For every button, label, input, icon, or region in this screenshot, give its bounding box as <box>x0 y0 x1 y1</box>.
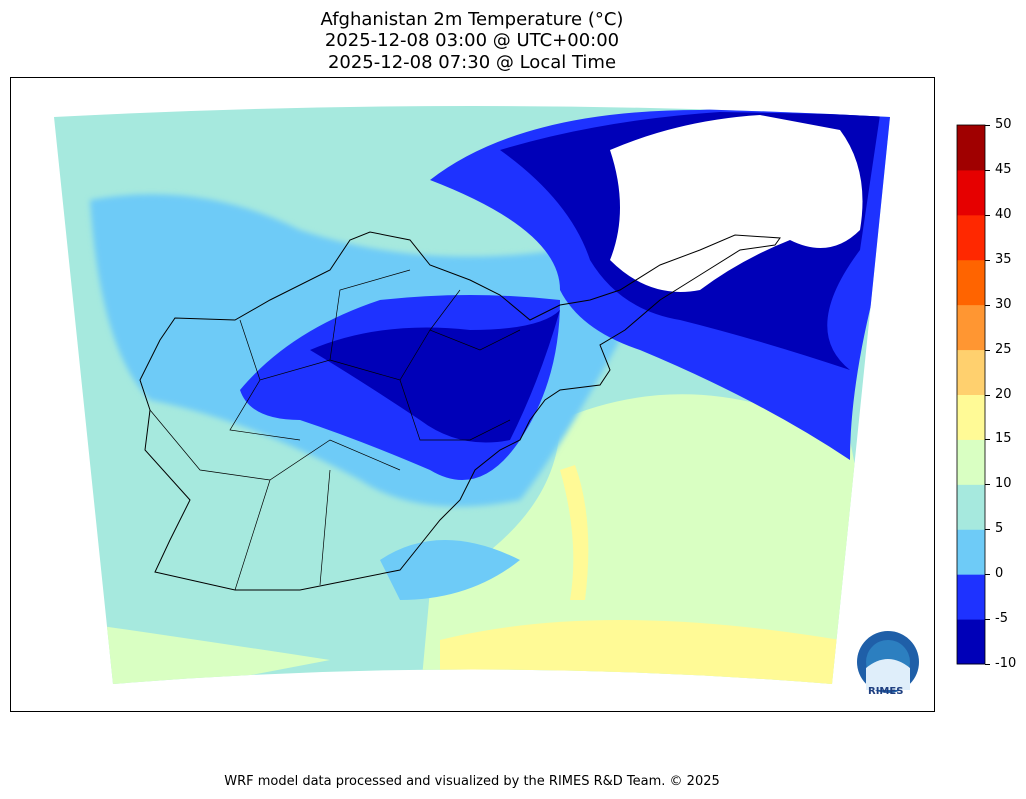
colorbar-tick <box>985 619 990 621</box>
colorbar-tick-label: 35 <box>995 251 1012 267</box>
colorbar-tick-label: 10 <box>995 476 1012 492</box>
colorbar-tick-label: -10 <box>995 656 1017 671</box>
colorbar-bin <box>957 125 985 171</box>
colorbar-bin <box>957 574 985 620</box>
colorbar-tick-label: 30 <box>995 296 1012 312</box>
colorbar-tick <box>985 439 990 441</box>
colorbar-bin <box>957 529 985 575</box>
colorbar-bin <box>957 439 985 485</box>
colorbar-tick-label: 50 <box>995 117 1012 132</box>
colorbar-bin <box>957 304 985 351</box>
temperature-field <box>54 106 890 684</box>
colorbar-tick-label: 20 <box>995 386 1012 402</box>
colorbar-tick-label: 40 <box>995 206 1012 222</box>
colorbar-tick <box>985 529 990 531</box>
colorbar-tick-label: 45 <box>995 161 1012 177</box>
colorbar-tick <box>985 125 990 126</box>
colorbar-tick <box>985 394 990 396</box>
title-line-2: 2025-12-08 03:00 @ UTC+00:00 <box>324 30 620 51</box>
title-line-3: 2025-12-08 07:30 @ Local Time <box>327 52 617 73</box>
colorbar-bin <box>957 259 985 306</box>
title-line-1: Afghanistan 2m Temperature (°C) <box>320 9 624 30</box>
colorbar-tick <box>985 484 990 486</box>
afghanistan-border <box>139 231 781 591</box>
colorbar-tick-label: 15 <box>995 431 1012 447</box>
province-boundaries <box>149 269 521 591</box>
colorbar-tick <box>985 574 990 576</box>
map-frame <box>10 77 935 712</box>
colorbar-bin <box>957 169 985 216</box>
colorbar-bin <box>957 349 985 395</box>
colorbar-tick <box>985 664 990 665</box>
colorbar-tick <box>985 214 990 216</box>
colorbar-tick <box>985 349 990 351</box>
rimes-logo-text: RIMES <box>868 686 904 697</box>
colorbar-tick-label: 25 <box>995 341 1012 357</box>
colorbar-bin <box>957 394 985 440</box>
colorbar-bin <box>957 484 985 530</box>
footer-credit: WRF model data processed and visualized … <box>224 774 720 789</box>
colorbar-bin <box>957 214 985 261</box>
rimes-logo <box>857 631 919 693</box>
colorbar <box>956 124 986 665</box>
colorbar-bin <box>957 619 985 665</box>
colorbar-tick-label: 5 <box>995 521 1004 537</box>
colorbar-tick <box>985 259 990 261</box>
colorbar-tick <box>985 169 990 171</box>
colorbar-tick-label: 0 <box>995 566 1004 582</box>
colorbar-tick-label: -5 <box>995 611 1008 627</box>
colorbar-tick <box>985 304 990 306</box>
